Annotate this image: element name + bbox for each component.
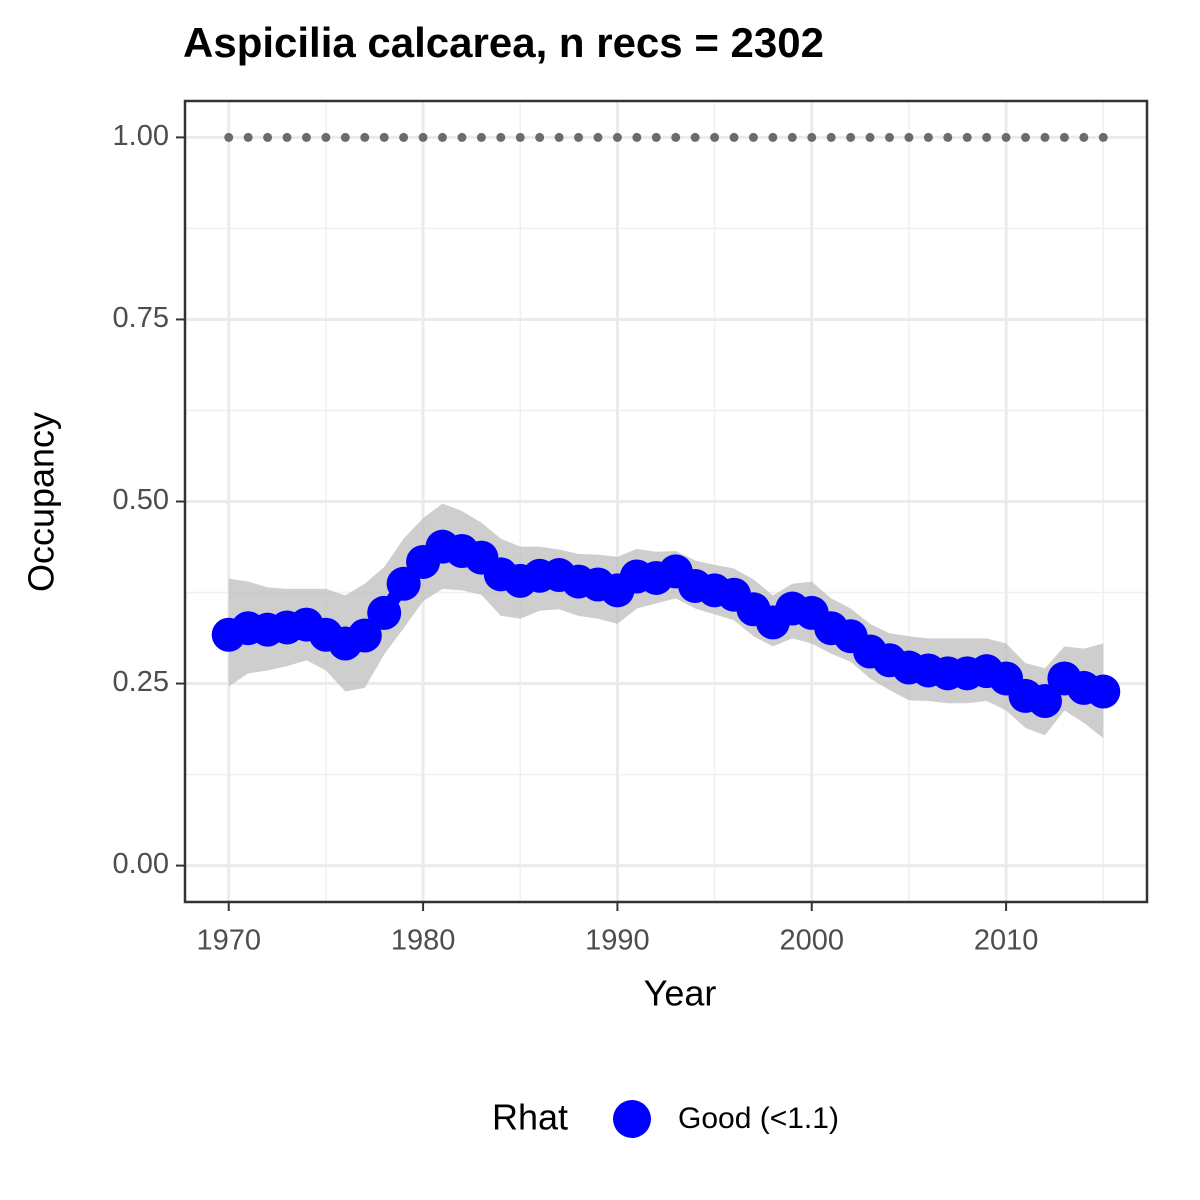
reference-dot — [1059, 132, 1069, 142]
reference-dot — [418, 132, 428, 142]
reference-dot — [340, 132, 350, 142]
reference-dot — [729, 132, 739, 142]
reference-dot — [612, 132, 622, 142]
data-point — [347, 618, 382, 653]
data-point — [367, 595, 402, 630]
reference-dot — [515, 132, 525, 142]
reference-dot — [865, 132, 875, 142]
reference-dot — [768, 132, 778, 142]
reference-dot — [554, 132, 564, 142]
reference-dot — [923, 132, 933, 142]
reference-dot — [321, 132, 331, 142]
reference-dot — [282, 132, 292, 142]
reference-dot — [943, 132, 953, 142]
reference-dot — [962, 132, 972, 142]
reference-dot — [807, 132, 817, 142]
x-tick-label: 2010 — [974, 925, 1039, 957]
data-point — [1027, 684, 1062, 719]
panel-border — [183, 99, 1149, 904]
x-tick-label: 1990 — [585, 925, 650, 957]
reference-dot — [243, 132, 253, 142]
legend-label: Good (<1.1) — [678, 1102, 839, 1135]
chart-title: Aspicilia calcarea, n recs = 2302 — [183, 19, 824, 66]
reference-dot — [904, 132, 914, 142]
reference-dot — [379, 132, 389, 142]
reference-dot — [710, 132, 720, 142]
reference-dot — [574, 132, 584, 142]
reference-dot — [982, 132, 992, 142]
reference-dot — [1040, 132, 1050, 142]
reference-dot — [1001, 132, 1011, 142]
reference-dot — [496, 132, 506, 142]
reference-dot — [632, 132, 642, 142]
y-tick-label: 0.50 — [113, 484, 169, 516]
y-tick-label: 0.00 — [113, 848, 169, 880]
reference-dot — [535, 132, 545, 142]
data-point — [1086, 674, 1121, 709]
reference-dot — [476, 132, 486, 142]
reference-dot — [671, 132, 681, 142]
y-tick-label: 0.25 — [113, 666, 169, 698]
reference-dot — [1021, 132, 1031, 142]
reference-dot — [593, 132, 603, 142]
reference-dot — [1098, 132, 1108, 142]
data-point — [386, 566, 421, 601]
reference-dot — [826, 132, 836, 142]
x-tick-label: 1970 — [196, 925, 261, 957]
legend-title: Rhat — [492, 1097, 568, 1138]
reference-dot — [884, 132, 894, 142]
x-tick-label: 2000 — [779, 925, 844, 957]
y-axis-label: Occupancy — [21, 412, 62, 592]
reference-dot — [1079, 132, 1089, 142]
reference-dot — [360, 132, 370, 142]
x-axis-label: Year — [644, 973, 717, 1014]
reference-dot — [846, 132, 856, 142]
reference-dot — [457, 132, 467, 142]
reference-dot — [224, 132, 234, 142]
y-tick-label: 0.75 — [113, 302, 169, 334]
legend-key — [613, 1100, 651, 1138]
y-tick-label: 1.00 — [113, 120, 169, 152]
reference-dot — [748, 132, 758, 142]
x-tick-label: 1980 — [391, 925, 456, 957]
reference-dot — [438, 132, 448, 142]
reference-dot — [263, 132, 273, 142]
reference-dot — [690, 132, 700, 142]
reference-dot — [301, 132, 311, 142]
reference-dot — [787, 132, 797, 142]
reference-dot — [651, 132, 661, 142]
reference-dot — [399, 132, 409, 142]
